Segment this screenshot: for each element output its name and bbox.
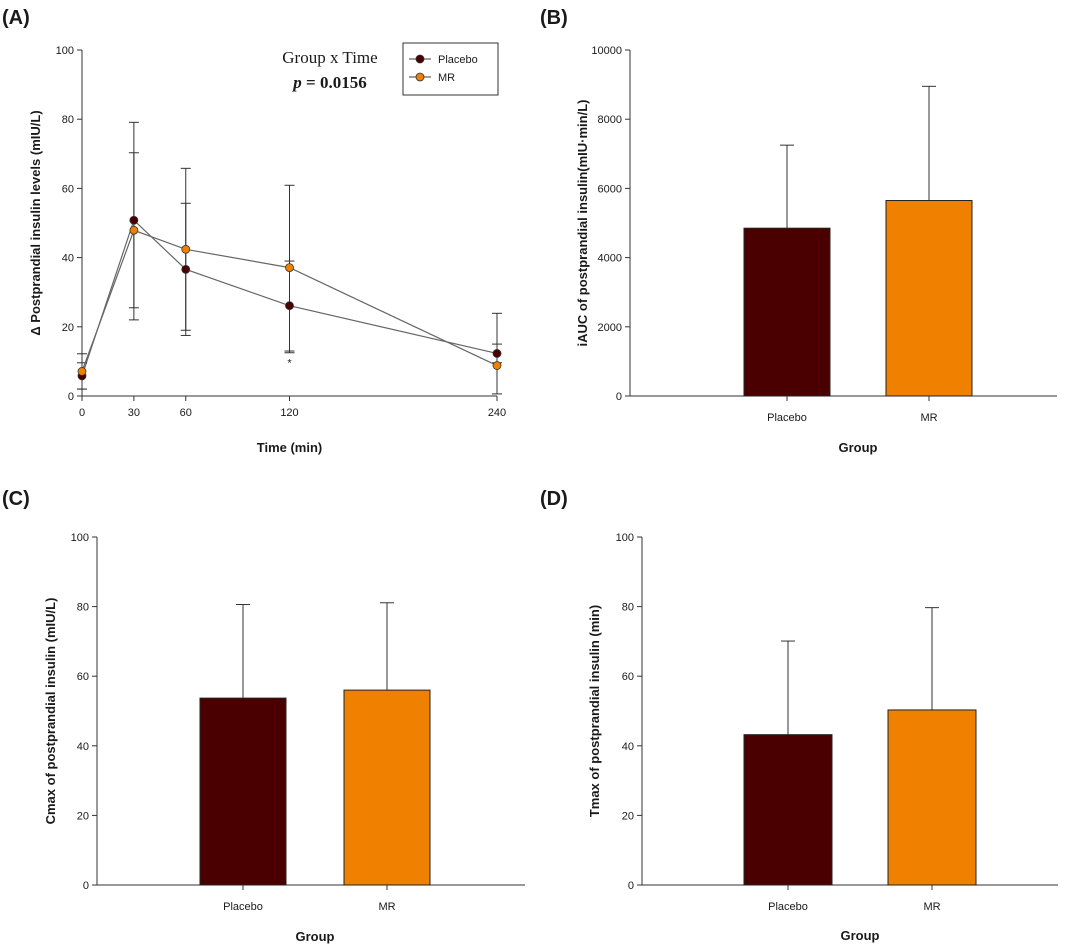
y-axis-title: Cmax of postprandial insulin (mIU/L) bbox=[43, 598, 58, 825]
p-value-number: = 0.0156 bbox=[302, 73, 367, 92]
data-point-mr bbox=[492, 361, 502, 370]
y-tick-label: 100 bbox=[616, 532, 634, 544]
data-point-placebo bbox=[285, 301, 294, 311]
data-point-placebo bbox=[181, 264, 191, 274]
bar-mr bbox=[885, 200, 973, 397]
y-tick-label: 80 bbox=[622, 602, 634, 614]
p-value-symbol: p bbox=[291, 73, 302, 92]
x-tick-label: 240 bbox=[488, 407, 506, 419]
y-tick-label: 0 bbox=[68, 391, 74, 403]
y-tick-label: 20 bbox=[62, 322, 74, 334]
y-tick-label: 20 bbox=[77, 810, 89, 822]
x-axis-title: Time (min) bbox=[257, 440, 323, 455]
group-time-annotation: Group x Time bbox=[282, 48, 377, 67]
bar-mr bbox=[343, 689, 431, 886]
x-tick-label: Placebo bbox=[223, 901, 263, 913]
y-axis-title: Tmax of postprandial insulin (min) bbox=[587, 605, 602, 817]
y-axis-title: Δ Postprandial insulin levels (mIU/L) bbox=[28, 110, 43, 335]
panel-label-b: (B) bbox=[540, 7, 568, 29]
x-tick-label: Placebo bbox=[768, 901, 808, 913]
y-tick-label: 40 bbox=[62, 253, 74, 265]
x-axis-title: Group bbox=[841, 928, 880, 943]
y-tick-label: 60 bbox=[77, 671, 89, 683]
y-tick-label: 2000 bbox=[598, 322, 622, 334]
y-tick-label: 100 bbox=[56, 45, 74, 57]
y-tick-label: 20 bbox=[622, 810, 634, 822]
bar-mr bbox=[887, 709, 977, 886]
bar-placebo bbox=[199, 697, 287, 886]
x-tick-label: 30 bbox=[128, 407, 140, 419]
y-tick-label: 8000 bbox=[598, 114, 622, 126]
bar-placebo bbox=[743, 734, 833, 886]
p-value-annotation: p = 0.0156 bbox=[291, 73, 366, 92]
data-point-mr bbox=[129, 225, 139, 235]
x-axis-title: Group bbox=[296, 929, 335, 944]
y-tick-label: 60 bbox=[622, 671, 634, 683]
legend-label-placebo: Placebo bbox=[438, 54, 478, 66]
panel-label-d: (D) bbox=[540, 488, 568, 510]
y-tick-label: 4000 bbox=[598, 253, 622, 265]
x-axis-title: Group bbox=[839, 440, 878, 455]
data-point-mr bbox=[77, 367, 87, 376]
legend-box bbox=[402, 42, 499, 96]
y-tick-label: 80 bbox=[62, 114, 74, 126]
bar-placebo bbox=[743, 227, 831, 397]
legend-marker-placebo bbox=[415, 54, 425, 64]
y-axis-title: iAUC of postprandial insulin(mIU·min/L) bbox=[575, 100, 590, 347]
y-tick-label: 100 bbox=[71, 532, 89, 544]
x-tick-label: MR bbox=[920, 412, 937, 424]
x-tick-label: MR bbox=[923, 901, 940, 913]
y-tick-label: 0 bbox=[83, 880, 89, 892]
data-point-placebo bbox=[129, 215, 139, 225]
x-tick-label: Placebo bbox=[767, 412, 807, 424]
y-tick-label: 80 bbox=[77, 602, 89, 614]
y-tick-label: 10000 bbox=[591, 45, 622, 57]
data-point-mr bbox=[285, 263, 294, 273]
x-tick-label: 0 bbox=[79, 407, 85, 419]
y-tick-label: 40 bbox=[77, 741, 89, 753]
x-tick-label: 120 bbox=[280, 407, 298, 419]
legend-marker-mr bbox=[415, 72, 425, 82]
y-tick-label: 6000 bbox=[598, 183, 622, 195]
y-tick-label: 40 bbox=[622, 741, 634, 753]
x-tick-label: 60 bbox=[180, 407, 192, 419]
significance-asterisk: * bbox=[287, 358, 292, 370]
y-tick-label: 0 bbox=[628, 880, 634, 892]
y-tick-label: 60 bbox=[62, 183, 74, 195]
panel-label-a: (A) bbox=[2, 7, 30, 29]
y-tick-label: 0 bbox=[616, 391, 622, 403]
panel-label-c: (C) bbox=[2, 488, 30, 510]
data-point-mr bbox=[181, 244, 191, 254]
x-tick-label: MR bbox=[378, 901, 395, 913]
data-point-placebo bbox=[492, 349, 502, 358]
legend-label-mr: MR bbox=[438, 72, 455, 84]
